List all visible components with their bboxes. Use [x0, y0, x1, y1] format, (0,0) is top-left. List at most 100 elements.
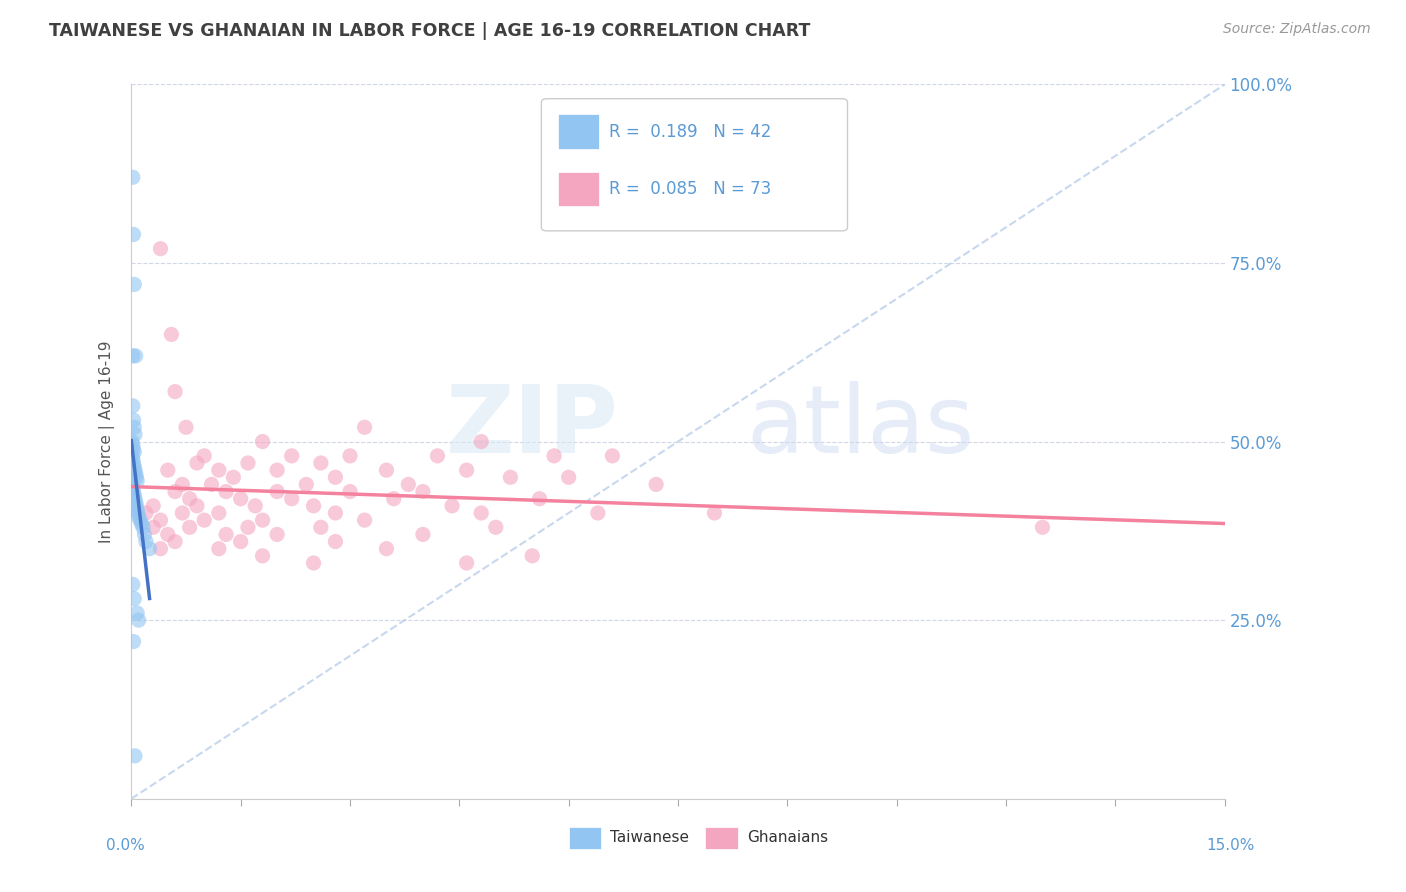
- Text: atlas: atlas: [747, 381, 974, 474]
- Point: [121, 349, 143, 363]
- Point: [229, 491, 252, 506]
- Point: [156, 463, 179, 477]
- Point: [215, 484, 238, 499]
- Point: [121, 438, 143, 452]
- Point: [124, 463, 146, 477]
- Point: [426, 449, 449, 463]
- Point: [124, 748, 146, 763]
- Point: [179, 491, 201, 506]
- Point: [128, 509, 150, 524]
- Point: [128, 613, 150, 627]
- Point: [208, 463, 231, 477]
- Point: [396, 477, 419, 491]
- Point: [122, 484, 145, 499]
- Point: [309, 456, 332, 470]
- Point: [165, 484, 187, 499]
- Point: [122, 442, 145, 456]
- Point: [208, 506, 231, 520]
- Point: [121, 434, 143, 449]
- Point: [353, 420, 375, 434]
- Point: [280, 491, 302, 506]
- Point: [122, 634, 145, 648]
- Point: [142, 499, 165, 513]
- Point: [125, 467, 148, 481]
- Y-axis label: In Labor Force | Age 16-19: In Labor Force | Age 16-19: [100, 341, 115, 543]
- Point: [252, 513, 274, 527]
- Point: [456, 556, 478, 570]
- Point: [266, 527, 288, 541]
- FancyBboxPatch shape: [558, 114, 599, 149]
- Point: [138, 541, 160, 556]
- Point: [142, 520, 165, 534]
- Point: [339, 484, 361, 499]
- Point: [193, 449, 215, 463]
- Point: [125, 495, 148, 509]
- Point: [302, 499, 325, 513]
- Point: [131, 516, 153, 531]
- Point: [280, 449, 302, 463]
- Point: [121, 477, 143, 491]
- Point: [121, 399, 143, 413]
- Point: [129, 513, 152, 527]
- Point: [302, 556, 325, 570]
- Point: [122, 227, 145, 242]
- Point: [121, 452, 143, 467]
- Point: [470, 434, 492, 449]
- Point: [222, 470, 245, 484]
- FancyBboxPatch shape: [541, 99, 848, 231]
- Point: [412, 484, 434, 499]
- Point: [208, 541, 231, 556]
- Point: [127, 506, 149, 520]
- Point: [529, 491, 551, 506]
- Point: [172, 477, 194, 491]
- Point: [156, 527, 179, 541]
- Point: [441, 499, 464, 513]
- Point: [470, 506, 492, 520]
- Point: [215, 527, 238, 541]
- Point: [172, 506, 194, 520]
- Point: [703, 506, 725, 520]
- Point: [122, 456, 145, 470]
- Point: [602, 449, 624, 463]
- Point: [174, 420, 197, 434]
- Point: [121, 481, 143, 495]
- Point: [375, 541, 398, 556]
- Point: [186, 499, 208, 513]
- Point: [165, 534, 187, 549]
- Point: [127, 474, 149, 488]
- Text: Source: ZipAtlas.com: Source: ZipAtlas.com: [1223, 22, 1371, 37]
- Point: [499, 470, 522, 484]
- Text: ZIP: ZIP: [446, 381, 619, 474]
- Point: [295, 477, 318, 491]
- Point: [124, 427, 146, 442]
- Point: [353, 513, 375, 527]
- Point: [382, 491, 405, 506]
- Text: R =  0.189   N = 42: R = 0.189 N = 42: [609, 123, 772, 141]
- Point: [252, 549, 274, 563]
- Point: [122, 420, 145, 434]
- Point: [339, 449, 361, 463]
- Point: [149, 242, 172, 256]
- Point: [325, 534, 347, 549]
- Point: [125, 499, 148, 513]
- Point: [149, 541, 172, 556]
- Point: [266, 484, 288, 499]
- Point: [179, 520, 201, 534]
- Point: [125, 349, 148, 363]
- Point: [122, 445, 145, 459]
- Point: [309, 520, 332, 534]
- Point: [122, 459, 145, 474]
- Point: [1031, 520, 1053, 534]
- Point: [557, 470, 579, 484]
- Point: [543, 449, 565, 463]
- FancyBboxPatch shape: [706, 827, 738, 848]
- Point: [522, 549, 544, 563]
- Point: [127, 606, 149, 620]
- Point: [122, 591, 145, 606]
- Point: [125, 470, 148, 484]
- Point: [252, 434, 274, 449]
- Point: [132, 520, 155, 534]
- Text: Ghanaians: Ghanaians: [747, 830, 828, 846]
- Point: [229, 534, 252, 549]
- Point: [160, 327, 183, 342]
